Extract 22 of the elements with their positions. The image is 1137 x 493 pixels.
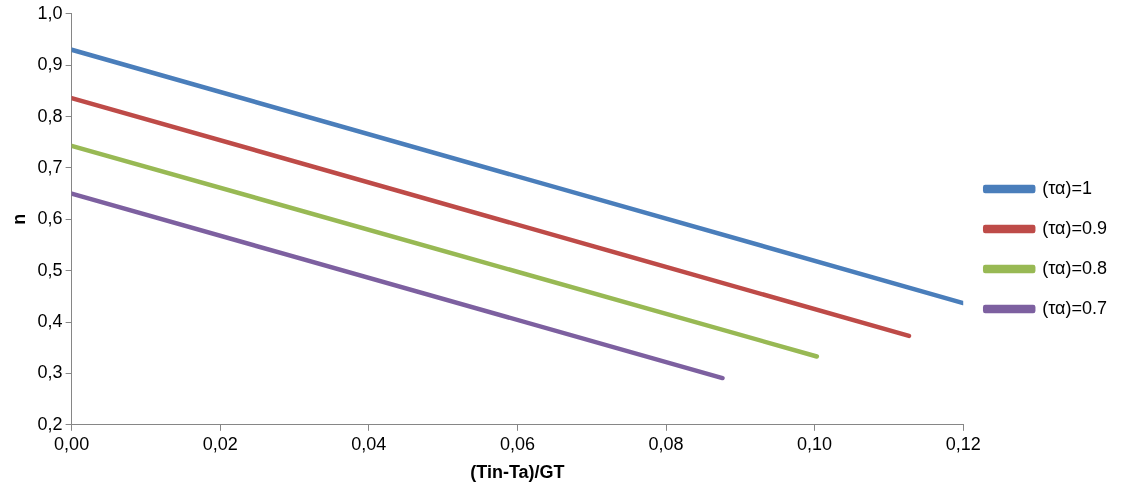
y-tick-label: 0,2: [37, 413, 63, 434]
legend-label: (τα)=1: [1042, 177, 1092, 198]
y-tick-label: 0,3: [37, 362, 63, 383]
x-tick-label: 0,06: [499, 433, 535, 454]
y-axis-title: n: [8, 213, 29, 225]
y-tick-label: 1,0: [37, 2, 63, 23]
y-tick-label: 0,5: [37, 259, 63, 280]
x-tick-label: 0,10: [797, 433, 833, 454]
y-tick-label: 0,7: [37, 156, 63, 177]
y-tick-label: 0,6: [37, 208, 63, 229]
x-tick-label: 0,12: [945, 433, 981, 454]
legend-label: (τα)=0.9: [1042, 217, 1108, 238]
x-tick-label: 0,04: [351, 433, 387, 454]
x-tick-label: 0,00: [54, 433, 90, 454]
x-tick-label: 0,02: [202, 433, 238, 454]
x-tick-label: 0,08: [648, 433, 684, 454]
legend-label: (τα)=0.8: [1042, 257, 1108, 278]
legend-label: (τα)=0.7: [1042, 297, 1108, 318]
y-tick-label: 0,8: [37, 105, 63, 126]
x-axis-title: (Tin-Ta)/GT: [470, 462, 565, 483]
y-tick-label: 0,4: [37, 311, 63, 332]
y-tick-label: 0,9: [37, 54, 63, 75]
